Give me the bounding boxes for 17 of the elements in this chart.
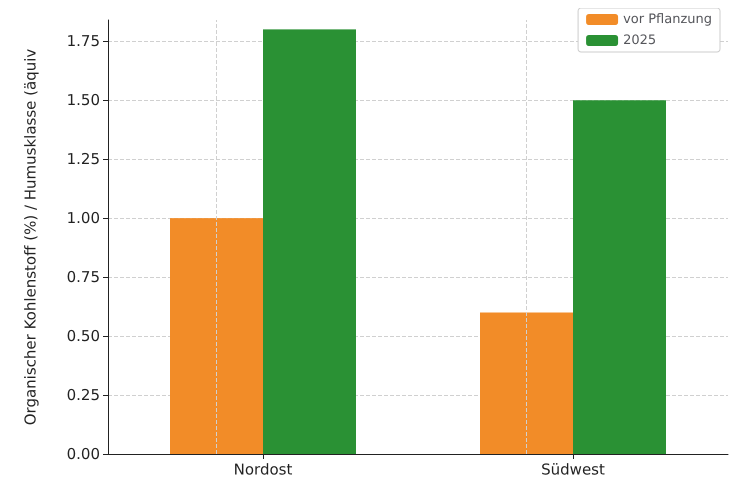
y-tick-label: 0.00 [66, 445, 100, 463]
bar [480, 312, 573, 454]
legend-label: 2025 [623, 33, 656, 48]
x-tick-label: Nordost [234, 460, 292, 478]
bar [263, 29, 356, 454]
y-tick-label: 1.75 [66, 32, 100, 50]
y-tick-label: 1.50 [66, 91, 100, 110]
y-tick-label: 1.25 [66, 150, 100, 168]
y-axis-title: Organischer Kohlenstoff (%) / Humusklasse (äquiv [22, 48, 40, 426]
y-tick-label: 0.50 [66, 327, 100, 346]
bar [573, 100, 666, 454]
bar [170, 218, 263, 454]
y-tick-label: 0.75 [66, 268, 100, 286]
y-tick-label: 0.25 [66, 386, 100, 404]
x-tick-label: Südwest [541, 460, 605, 478]
y-tick-label: 1.00 [66, 209, 100, 228]
legend-label: vor Pflanzung [623, 12, 712, 27]
